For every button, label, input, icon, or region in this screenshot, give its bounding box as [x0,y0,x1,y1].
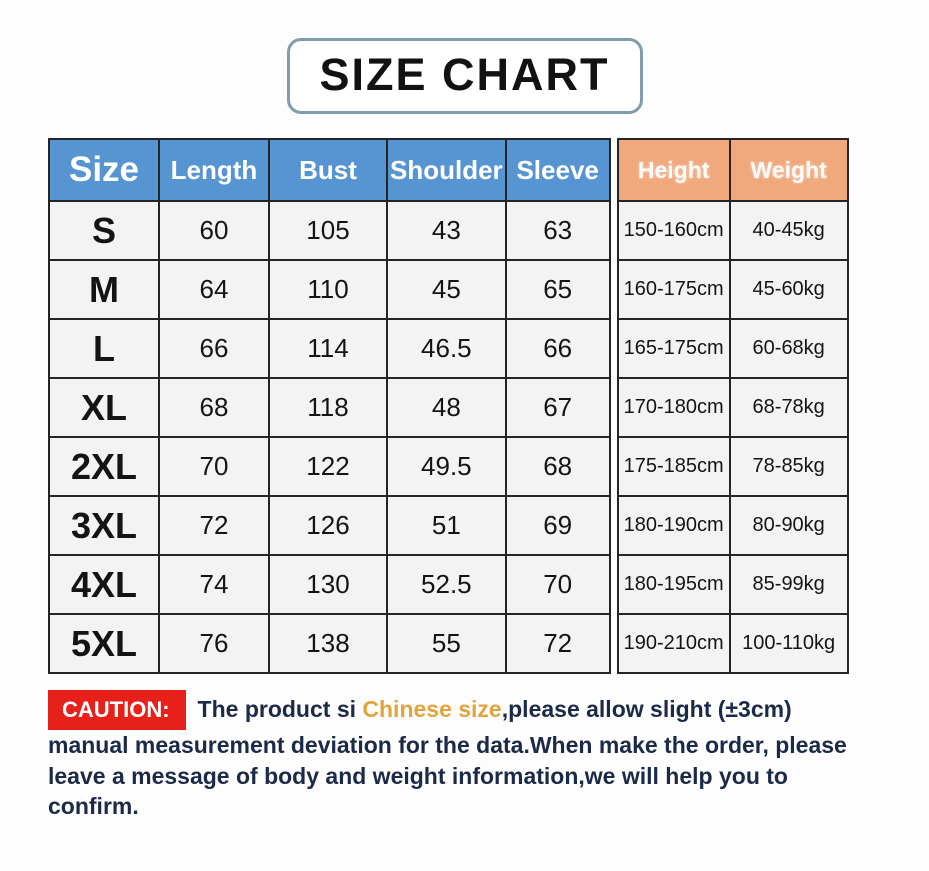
cell-bust: 126 [268,495,388,556]
caution-highlight: Chinese size [362,696,502,722]
cell-weight: 40-45kg [728,200,849,261]
measurements-table: Size Length Bust Shoulder Sleeve S 60 105 4… [48,138,611,674]
table-row: 3XL 72 126 51 69 [48,495,611,556]
cell-size: 2XL [48,436,160,497]
cell-weight: 78-85kg [728,436,849,497]
header-weight: Weight [728,138,849,202]
caution-text-before: The product si [197,696,363,722]
header-shoulder: Shoulder [386,138,507,202]
body-stats-table-header: Height Weight [616,138,849,202]
table-row: M 64 110 45 65 [48,259,611,320]
table-row: 170-180cm 68-78kg [616,377,849,438]
page-title: SIZE CHART [286,38,643,114]
cell-shoulder: 43 [386,200,507,261]
header-height: Height [616,138,731,202]
cell-weight: 100-110kg [728,613,849,674]
cell-sleeve: 72 [504,613,611,674]
table-row: 5XL 76 138 55 72 [48,613,611,674]
cell-height: 180-190cm [616,495,731,556]
side-table-body: 150-160cm 40-45kg 160-175cm 45-60kg 165-175c… [616,200,849,674]
cell-length: 76 [158,613,270,674]
cell-length: 68 [158,377,270,438]
cell-shoulder: 51 [386,495,507,556]
table-row: 180-195cm 85-99kg [616,554,849,615]
cell-size: XL [48,377,160,438]
table-row: 180-190cm 80-90kg [616,495,849,556]
cell-weight: 60-68kg [728,318,849,379]
cell-sleeve: 68 [504,436,611,497]
cell-length: 60 [158,200,270,261]
caution-text-after: ,please allow slight (±3cm) manual measu… [48,696,847,820]
cell-bust: 118 [268,377,388,438]
cell-sleeve: 65 [504,259,611,320]
cell-bust: 122 [268,436,388,497]
cell-length: 70 [158,436,270,497]
cell-shoulder: 48 [386,377,507,438]
cell-length: 64 [158,259,270,320]
caution-note: CAUTION: The product si Chinese size,plea… [48,690,871,822]
table-row: S 60 105 43 63 [48,200,611,261]
cell-size: 5XL [48,613,160,674]
title-container: SIZE CHART [0,0,929,114]
table-row: XL 68 118 48 67 [48,377,611,438]
cell-sleeve: 63 [504,200,611,261]
cell-size: S [48,200,160,261]
table-row: L 66 114 46.5 66 [48,318,611,379]
cell-shoulder: 52.5 [386,554,507,615]
cell-height: 175-185cm [616,436,731,497]
cell-height: 160-175cm [616,259,731,320]
cell-bust: 130 [268,554,388,615]
table-row: 160-175cm 45-60kg [616,259,849,320]
table-row: 165-175cm 60-68kg [616,318,849,379]
cell-size: L [48,318,160,379]
header-sleeve: Sleeve [504,138,611,202]
header-bust: Bust [268,138,388,202]
size-tables: Size Length Bust Shoulder Sleeve S 60 105 4… [48,138,929,674]
cell-length: 72 [158,495,270,556]
cell-sleeve: 69 [504,495,611,556]
cell-height: 180-195cm [616,554,731,615]
cell-size: 4XL [48,554,160,615]
cell-size: M [48,259,160,320]
cell-length: 74 [158,554,270,615]
cell-length: 66 [158,318,270,379]
cell-weight: 80-90kg [728,495,849,556]
measurements-table-header: Size Length Bust Shoulder Sleeve [48,138,611,202]
cell-weight: 68-78kg [728,377,849,438]
table-row: 175-185cm 78-85kg [616,436,849,497]
header-size: Size [48,138,160,202]
cell-bust: 138 [268,613,388,674]
cell-bust: 114 [268,318,388,379]
cell-sleeve: 70 [504,554,611,615]
table-row: 150-160cm 40-45kg [616,200,849,261]
cell-weight: 85-99kg [728,554,849,615]
table-row: 190-210cm 100-110kg [616,613,849,674]
table-row: 4XL 74 130 52.5 70 [48,554,611,615]
cell-bust: 110 [268,259,388,320]
cell-shoulder: 55 [386,613,507,674]
cell-sleeve: 66 [504,318,611,379]
cell-shoulder: 45 [386,259,507,320]
body-stats-table: Height Weight 150-160cm 40-45kg 160-175cm 4… [616,138,849,674]
cell-bust: 105 [268,200,388,261]
header-length: Length [158,138,270,202]
cell-height: 150-160cm [616,200,731,261]
cell-height: 190-210cm [616,613,731,674]
cell-size: 3XL [48,495,160,556]
cell-weight: 45-60kg [728,259,849,320]
cell-sleeve: 67 [504,377,611,438]
cell-shoulder: 46.5 [386,318,507,379]
caution-badge: CAUTION: [48,690,186,731]
cell-height: 165-175cm [616,318,731,379]
main-table-body: S 60 105 43 63 M 64 110 45 65 L 66 114 46.5 66 XL 68 118 4… [48,200,611,674]
table-row: 2XL 70 122 49.5 68 [48,436,611,497]
cell-shoulder: 49.5 [386,436,507,497]
cell-height: 170-180cm [616,377,731,438]
